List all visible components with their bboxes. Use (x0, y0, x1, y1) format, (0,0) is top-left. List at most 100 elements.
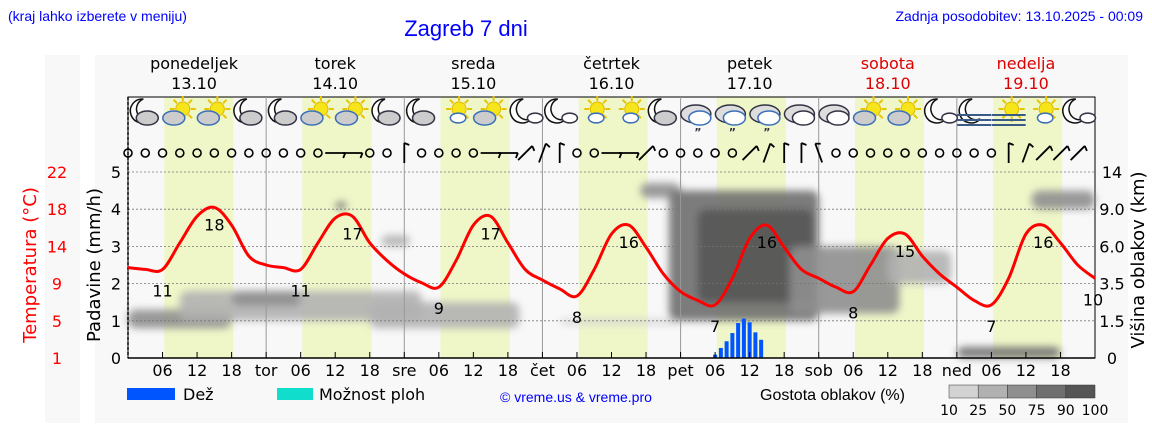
sun-cloud-icon (472, 96, 507, 126)
cloud-height-tick: 14 (1102, 163, 1122, 182)
temp-min-label: 7 (710, 317, 720, 336)
wind-barb-icon (814, 142, 823, 163)
wind-calm-icon (693, 148, 703, 158)
wind-calm-icon (969, 148, 979, 158)
sun-ray (464, 99, 469, 105)
temp-tick: 5 (52, 312, 62, 331)
copyright-link[interactable]: © vreme.us & vreme.pro (500, 389, 652, 405)
density-tick: 25 (969, 403, 987, 419)
sun-cloud-icon (887, 96, 922, 126)
cloud-height-tick: 0 (1107, 349, 1117, 368)
cloud-shape (411, 110, 436, 126)
precipitation-axis-title: Padavine (mm/h) (84, 188, 105, 342)
cloud-patch (887, 250, 952, 284)
cloud-shape (526, 112, 544, 124)
cloud-shape (135, 110, 160, 126)
cloud-shape (472, 110, 497, 126)
wind-calm-icon (917, 148, 928, 158)
sun-disc (1004, 101, 1020, 117)
cloud-shape (196, 110, 221, 126)
sun-ray (498, 99, 504, 105)
legend-rain-swatch (127, 388, 175, 400)
wind-calm-icon (986, 148, 997, 158)
barb-feather (801, 142, 807, 146)
wind-calm-icon (175, 148, 185, 158)
precip-tick: 1 (111, 312, 121, 331)
wind-calm-icon (900, 148, 910, 158)
wind-calm-icon (226, 148, 237, 158)
temp-max-label: 18 (204, 215, 224, 234)
cloud-shape (377, 110, 401, 126)
cloud-shape (941, 112, 959, 124)
temperature-axis-title: Temperatura (°C) (20, 187, 41, 344)
day-date: 14.10 (312, 74, 358, 93)
sun-ray (222, 99, 228, 105)
sun-ray (483, 99, 489, 105)
sun-fog-icon (991, 96, 1026, 126)
moon-cloud-icon (129, 98, 160, 126)
cloud-shape (162, 110, 186, 126)
temp-tick: 9 (52, 275, 62, 294)
temp-min-label: 11 (152, 281, 172, 300)
cloud-patch (381, 235, 411, 247)
temp-max-label: 17 (480, 224, 500, 243)
cloud-shape (887, 110, 911, 126)
drizzle-marks: ” (763, 126, 770, 139)
cloud-shape (273, 110, 298, 126)
hour-label: 06 (152, 361, 172, 380)
legend-showers-swatch (277, 388, 313, 400)
barb-feather (1028, 142, 1034, 148)
day-date: 19.10 (1003, 74, 1049, 93)
density-swatch (977, 384, 1008, 399)
temp-tick: 22 (47, 163, 67, 182)
wind-calm-icon (882, 148, 893, 158)
wind-calm-icon (313, 148, 323, 158)
region-hint-link[interactable]: (kraj lahko izberete v meniju) (8, 8, 187, 24)
barb-feather (515, 152, 519, 159)
cloud-shape (449, 112, 467, 124)
barb-shaft (538, 143, 547, 163)
moon-small-cloud-icon (544, 98, 579, 124)
sun-ray (636, 99, 642, 105)
sun-cloud-icon (852, 96, 887, 126)
temp-min-label: 8 (572, 308, 582, 327)
moon-cloud-icon (233, 98, 263, 126)
sun-ray (498, 113, 504, 119)
cloud-drizzle-icon: ” (680, 104, 712, 139)
hour-label: 18 (1050, 361, 1070, 380)
cloud-shape (791, 110, 816, 126)
barb-feather (769, 142, 775, 148)
hour-label: 06 (290, 361, 310, 380)
barb-feather (635, 152, 640, 159)
day-abbr-label: sre (392, 361, 416, 380)
wind-barb-icon (538, 142, 551, 163)
cloud-shape (300, 110, 324, 126)
temperature-line (127, 205, 1096, 308)
sun-ray (360, 99, 366, 105)
day-date: 17.10 (727, 74, 773, 93)
rain-bar (753, 332, 758, 358)
sun-ray (345, 99, 351, 105)
density-swatch (1036, 384, 1067, 399)
wind-barb-icon (1021, 142, 1034, 163)
sun-small-cloud-icon (584, 96, 611, 124)
temp-min-label: 11 (290, 281, 310, 300)
sun-ray (602, 99, 608, 105)
wind-barb-icon (1052, 145, 1071, 161)
hour-label: 12 (878, 361, 898, 380)
density-swatch (1065, 384, 1096, 399)
sun-ray (449, 99, 455, 105)
wind-calm-icon (658, 148, 669, 158)
hour-label: 06 (981, 361, 1001, 380)
temp-tick: 1 (52, 349, 62, 368)
density-swatch (1007, 384, 1037, 399)
cloud-shape (852, 110, 877, 126)
precip-tick: 2 (111, 275, 121, 294)
hour-label: 18 (360, 361, 380, 380)
rain-bar (759, 339, 764, 358)
temp-tick: 18 (47, 200, 67, 219)
sun-ray (325, 113, 331, 119)
barb-shaft (1052, 145, 1069, 161)
precip-tick: 5 (111, 163, 121, 182)
temp-min-label: 7 (986, 317, 996, 336)
